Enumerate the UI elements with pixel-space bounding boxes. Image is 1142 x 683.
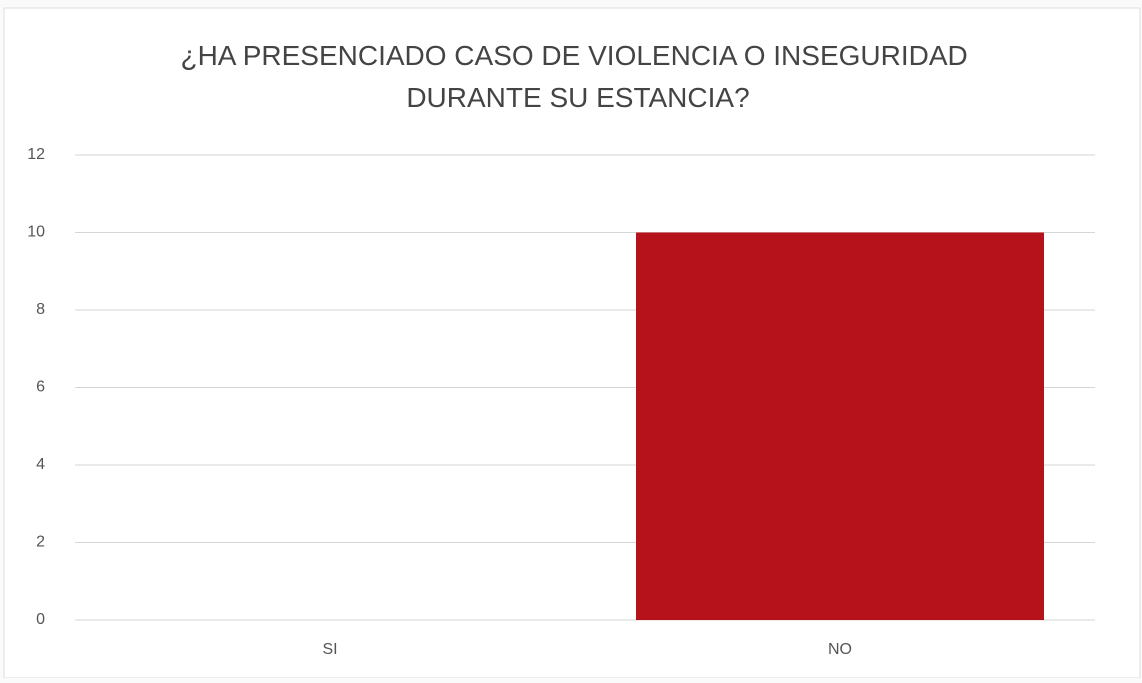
x-tick-label: SI	[322, 641, 337, 658]
y-tick-label: 4	[36, 456, 45, 473]
bar	[636, 232, 1044, 620]
y-tick-label: 10	[27, 224, 45, 241]
title-line: ¿HA PRESENCIADO CASO DE VIOLENCIA O INSE…	[180, 40, 967, 71]
y-tick-label: 2	[36, 534, 45, 551]
chart-title: ¿HA PRESENCIADO CASO DE VIOLENCIA O INSE…	[180, 40, 975, 113]
x-tick-label: NO	[828, 641, 852, 658]
y-tick-label: 0	[36, 611, 45, 628]
y-tick-label: 6	[36, 379, 45, 396]
y-tick-label: 8	[36, 301, 45, 318]
title-line: DURANTE SU ESTANCIA?	[406, 82, 749, 113]
y-tick-label: 12	[27, 146, 45, 163]
